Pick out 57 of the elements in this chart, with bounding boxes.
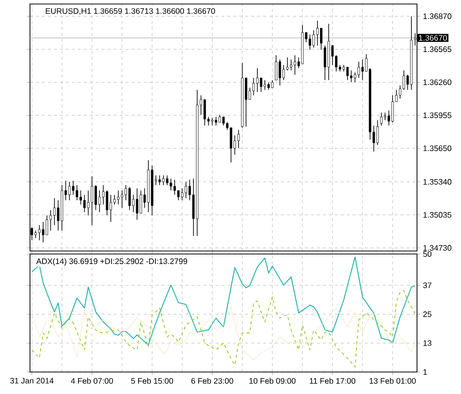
candlestick bbox=[136, 188, 138, 220]
candlestick bbox=[380, 112, 382, 126]
candlestick bbox=[316, 20, 319, 46]
candlestick bbox=[166, 175, 168, 186]
candlestick bbox=[162, 175, 165, 186]
candlestick bbox=[204, 99, 206, 126]
candlestick bbox=[274, 54, 278, 80]
candlestick bbox=[308, 34, 312, 50]
candlestick bbox=[312, 30, 315, 48]
candlestick bbox=[158, 175, 161, 186]
candlestick bbox=[53, 198, 56, 226]
candlestick bbox=[128, 186, 131, 210]
candlestick bbox=[282, 64, 285, 80]
candlestick bbox=[324, 45, 326, 80]
candlestick bbox=[98, 190, 101, 212]
candlestick bbox=[83, 194, 86, 212]
candlestick bbox=[177, 190, 180, 201]
candlestick bbox=[260, 78, 262, 92]
candlestick bbox=[87, 190, 90, 216]
candlestick bbox=[237, 130, 240, 149]
candlestick bbox=[68, 181, 71, 201]
candlestick bbox=[361, 59, 364, 80]
candlestick bbox=[346, 66, 349, 80]
candlestick bbox=[278, 59, 282, 86]
candlestick bbox=[76, 184, 78, 201]
candlestick bbox=[391, 94, 394, 123]
candlestick bbox=[320, 28, 322, 50]
candlestick bbox=[244, 78, 248, 127]
candlestick bbox=[94, 184, 97, 210]
candlestick bbox=[170, 178, 172, 191]
candlestick bbox=[181, 188, 184, 201]
candlestick bbox=[38, 224, 41, 241]
candlestick bbox=[140, 190, 142, 214]
candlestick bbox=[90, 176, 94, 226]
candlestick bbox=[106, 190, 108, 216]
candlestick bbox=[72, 180, 74, 196]
candlestick bbox=[358, 61, 360, 78]
candlestick bbox=[384, 112, 386, 120]
candlestick bbox=[184, 181, 188, 198]
candlestick bbox=[256, 68, 258, 92]
candlestick bbox=[46, 215, 48, 236]
candlestick bbox=[331, 45, 334, 66]
candlestick bbox=[294, 54, 296, 76]
candlestick bbox=[173, 179, 176, 196]
candlestick bbox=[214, 116, 218, 126]
candlestick bbox=[230, 127, 232, 163]
candlestick bbox=[350, 70, 352, 83]
candlestick bbox=[264, 80, 266, 90]
candlestick bbox=[49, 210, 52, 231]
candlestick bbox=[252, 78, 255, 96]
candlestick bbox=[290, 59, 292, 71]
candlestick bbox=[376, 120, 379, 146]
candlestick bbox=[117, 190, 120, 205]
candlestick bbox=[42, 222, 44, 243]
candlestick bbox=[120, 190, 124, 208]
candlestick bbox=[80, 190, 82, 205]
candlestick bbox=[110, 194, 112, 222]
